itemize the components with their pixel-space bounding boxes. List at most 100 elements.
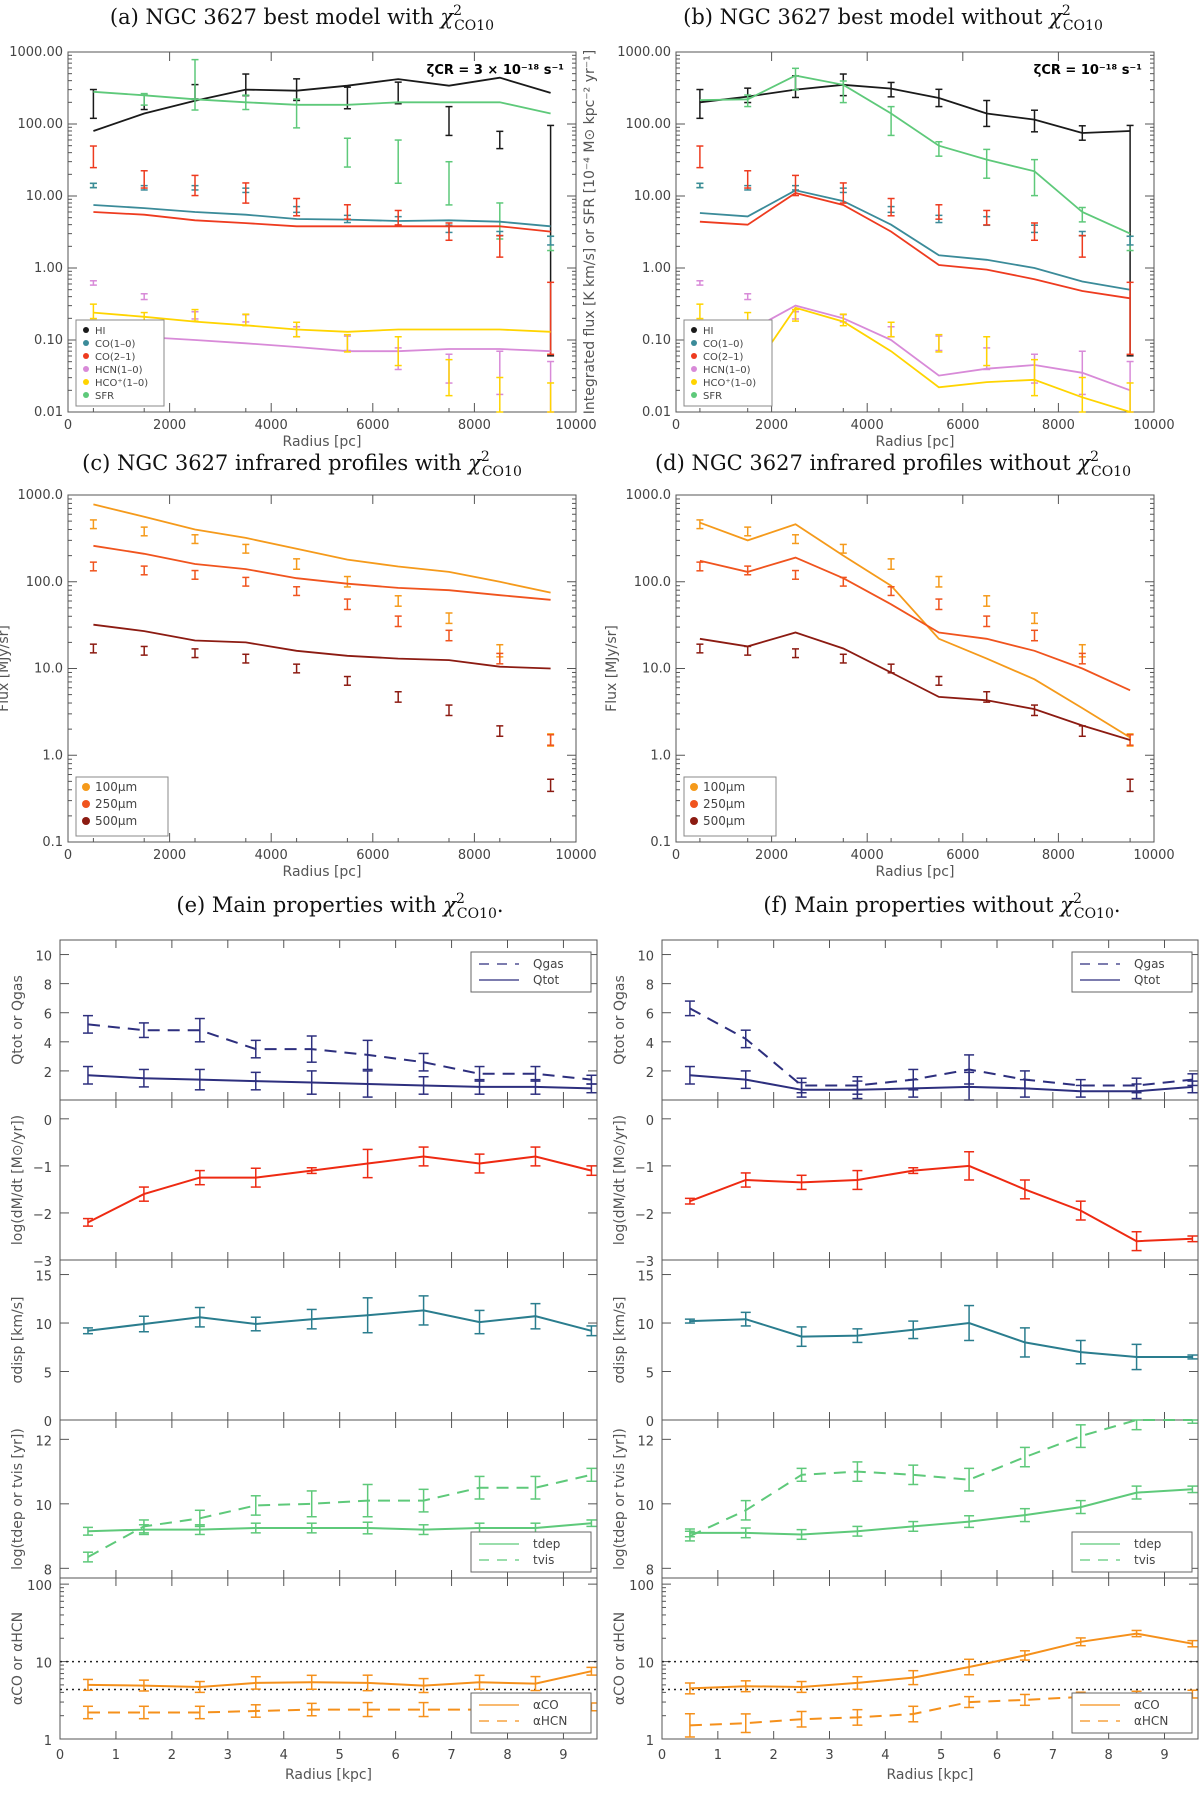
y-tick-label: 0.10	[34, 333, 63, 348]
x-axis-label: Radius [pc]	[283, 864, 362, 880]
x-axis-label: Radius [pc]	[876, 864, 955, 880]
series-line	[689, 1074, 1193, 1093]
x-tick-label: 0	[658, 1748, 666, 1763]
title-sub: CO10	[1074, 906, 1114, 922]
x-tick-label: 4	[280, 1748, 288, 1763]
x-tick-label: 3	[224, 1748, 232, 1763]
y-tick-label: 0.01	[642, 405, 671, 420]
legend-label: αCO	[533, 1698, 559, 1712]
title-text: (d) NGC 3627 infrared profiles without	[655, 451, 1077, 475]
legend-box	[1071, 951, 1193, 993]
series-line	[689, 1007, 1193, 1087]
legend-label: 100μm	[95, 780, 137, 794]
legend-label: αHCN	[533, 1714, 567, 1728]
legend-label: Qtot	[1134, 973, 1160, 987]
x-axis-label: Radius [kpc]	[285, 1767, 372, 1783]
series-alphaCO	[684, 1629, 1198, 1695]
panel-d: 0.1 1.0 10.0 100.0 1000.0 0 2000 4000 6000 8000 10…	[604, 488, 1175, 880]
series-dM/dt	[82, 1146, 597, 1227]
series-line	[689, 1488, 1193, 1536]
legend-label: tvis	[1134, 1553, 1155, 1567]
series-line	[87, 1074, 592, 1090]
subpanel-4: 1 10 100 αCO or αHCN αCO αHCN	[10, 1577, 598, 1749]
series-Qgas	[82, 1014, 597, 1085]
y-axis-label: αCO or αHCN	[612, 1612, 628, 1705]
y-tick-label: 2	[646, 1066, 654, 1081]
y-tick-label: 10	[35, 1318, 52, 1333]
legend-box	[1071, 1531, 1193, 1573]
legend-marker	[83, 353, 89, 359]
title-chi: χ	[466, 451, 482, 475]
title-sup: 2	[481, 449, 490, 465]
y-tick-label: 12	[35, 1434, 52, 1449]
series-line	[87, 1309, 592, 1332]
title-text: (a) NGC 3627 best model with	[110, 5, 441, 29]
legend-marker	[83, 340, 89, 346]
y-axis-label: log(dM/dt [M⊙/yr])	[612, 1115, 628, 1245]
model-line	[93, 544, 551, 601]
title-sup: 2	[453, 3, 462, 19]
zeta-cr-annotation: ζCR = 10⁻¹⁸ s⁻¹	[1034, 63, 1142, 78]
y-tick-label: −1	[635, 1161, 654, 1176]
x-tick-label: 7	[447, 1748, 455, 1763]
x-tick-label: 10000	[1133, 418, 1174, 433]
x-tick-label: 2000	[755, 418, 788, 433]
legend-marker	[691, 379, 697, 385]
x-tick-label: 10000	[1133, 848, 1174, 863]
y-tick-label: 15	[637, 1270, 654, 1285]
title-sub: CO10	[1091, 464, 1131, 480]
x-tick-label: 4000	[255, 848, 288, 863]
x-tick-label: 9	[1160, 1748, 1168, 1763]
x-tick-label: 6	[993, 1748, 1001, 1763]
legend-label: Qtot	[533, 973, 559, 987]
series-line	[689, 1318, 1193, 1358]
title-text: (e) Main properties with	[176, 893, 443, 917]
x-tick-label: 2	[168, 1748, 176, 1763]
model-line	[699, 189, 1131, 291]
legend-marker	[83, 366, 89, 372]
y-tick-label: 0	[44, 1114, 52, 1129]
panel-title: (a) NGC 3627 best model with χ2 CO10	[110, 3, 494, 34]
y-axis-label: σdisp [km/s]	[10, 1297, 26, 1384]
y-tick-label: 10	[35, 950, 52, 965]
legend-label: SFR	[95, 391, 114, 402]
y-tick-label: 1000.00	[9, 45, 63, 60]
y-tick-label: 0	[44, 1415, 52, 1430]
y-tick-label: 100.00	[626, 117, 672, 132]
y-tick-label: 100.0	[26, 575, 63, 590]
model-line	[699, 83, 1131, 134]
series-Qtot	[684, 1065, 1198, 1101]
legend-label: 250μm	[703, 797, 745, 811]
x-axis-label: Radius [pc]	[283, 434, 362, 450]
y-tick-label: 100	[27, 1579, 52, 1594]
legend-box	[683, 776, 777, 837]
y-axis-label: log(tdep or tvis [yr])	[612, 1428, 628, 1570]
series-alphaCO	[82, 1666, 597, 1694]
y-axis-label: log(tdep or tvis [yr])	[10, 1428, 26, 1570]
subpanel-0: 2 4 6 8 10 Qtot or Qgas Qgas Qtot	[612, 939, 1199, 1101]
panel-title: (f) Main properties without χ2 CO10.	[763, 891, 1120, 922]
panel-title: (e) Main properties with χ2 CO10.	[176, 891, 503, 922]
y-tick-label: 0.01	[34, 405, 63, 420]
series-line	[88, 1705, 592, 1714]
legend-label: CO(2–1)	[95, 352, 135, 363]
y-tick-label: 0.10	[642, 333, 671, 348]
model-line	[699, 192, 1131, 300]
subpanel-1: −3 −2 −1 0 log(dM/dt [M⊙/yr])	[612, 1099, 1199, 1270]
model-line	[699, 631, 1131, 741]
y-tick-label: 0.1	[650, 835, 671, 850]
plot-frame	[67, 51, 577, 413]
y-tick-label: 100	[629, 1579, 654, 1594]
series-CO(2–1)	[89, 145, 555, 356]
y-tick-label: 100.0	[634, 575, 671, 590]
series-Qgas	[684, 1000, 1198, 1095]
series-line	[689, 1419, 1193, 1538]
x-tick-label: 6000	[356, 848, 389, 863]
title-chi: χ	[441, 893, 457, 917]
legend-box	[470, 1531, 592, 1573]
y-tick-label: 2	[44, 1066, 52, 1081]
x-tick-label: 8000	[1042, 848, 1075, 863]
subpanel-2: 0 5 10 15 σdisp [km/s]	[612, 1259, 1199, 1430]
y-tick-label: 1.0	[42, 748, 63, 763]
subpanel-3: 8 10 12 log(tdep or tvis [yr]) tdep tvis	[612, 1419, 1199, 1579]
